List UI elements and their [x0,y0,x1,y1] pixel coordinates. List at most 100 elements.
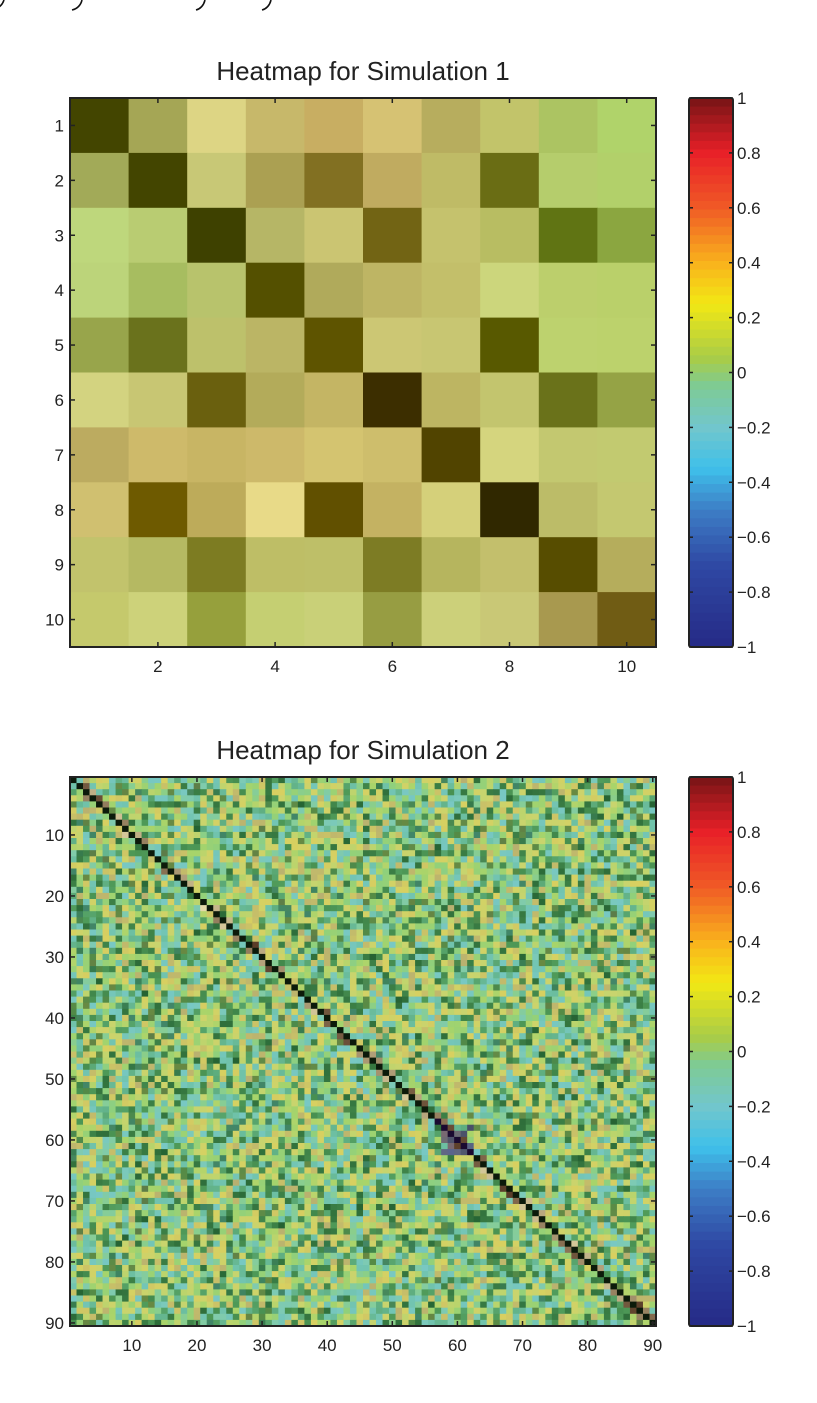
heatmap-cell [577,813,585,821]
heatmap-cell [493,783,501,790]
heatmap-cell [558,899,566,906]
heatmap-cell [245,1014,253,1022]
heatmap-cell [525,929,533,936]
heatmap-cell [265,935,273,943]
heatmap-cell [545,947,553,955]
heatmap-cell [200,984,208,991]
heatmap-cell [135,1051,143,1058]
heatmap-cell [304,880,312,888]
heatmap-cell [610,1082,618,1089]
heatmap-cell [363,789,370,796]
heatmap-cell [603,783,611,790]
heatmap-cell [83,960,90,967]
heatmap-cell [467,960,475,967]
heatmap-cell [467,1057,475,1065]
heatmap-cell [460,960,468,967]
heatmap-cell [408,777,416,784]
heatmap-cell [174,1033,182,1040]
heatmap-cell [330,1033,338,1040]
heatmap-cell [135,1094,143,1101]
heatmap-cell [486,972,494,979]
heatmap-cell [577,1051,585,1058]
heatmap-cell [636,1082,644,1089]
heatmap-cell [623,1014,631,1022]
heatmap-cell [402,777,409,784]
heatmap-cell [460,996,468,1004]
heatmap-cell [258,923,266,930]
heatmap-cell [317,1088,325,1095]
heatmap-cell [102,929,110,936]
heatmap-cell [128,372,188,428]
heatmap-cell [297,1002,305,1010]
heatmap-cell [434,953,442,961]
heatmap-cell [454,1094,462,1101]
heatmap-cell [330,929,338,936]
heatmap-cell [128,317,188,373]
heatmap-cell [376,984,383,991]
heatmap-cell [389,996,396,1004]
heatmap-cell [590,825,598,833]
heatmap-cell [408,1069,416,1077]
heatmap-cell [493,1027,501,1034]
heatmap-cell [434,1075,442,1083]
heatmap-cell [213,1021,221,1028]
heatmap-cell [271,1075,279,1083]
heatmap-cell [434,850,442,857]
heatmap-cell [122,1094,129,1101]
heatmap-cell [421,1094,429,1101]
heatmap-cell [284,886,292,894]
heatmap-cell [258,1057,266,1065]
heatmap-cell [141,899,149,906]
heatmap-cell [434,984,442,991]
y-tick-label: 6 [55,391,64,410]
heatmap-cell [304,966,312,973]
heatmap-cell [336,1094,344,1101]
heatmap-cell [76,1088,84,1095]
heatmap-cell [584,862,592,869]
colorbar-band [689,612,733,622]
heatmap-cell [623,862,631,869]
heatmap-cell [187,482,247,538]
heatmap-cell [304,262,364,319]
heatmap-cell [415,801,422,808]
heatmap-cell [584,1002,592,1010]
heatmap-cell [382,892,390,900]
heatmap-cell [219,960,227,967]
heatmap-cell [506,777,514,784]
heatmap-cell [506,1057,514,1065]
heatmap-cell [564,1033,572,1040]
heatmap-cell [584,929,592,936]
heatmap-cell [115,899,123,906]
heatmap-cell [174,1063,182,1071]
heatmap-cell [395,935,403,943]
heatmap-cell [265,807,273,814]
heatmap-cell [304,1045,312,1052]
heatmap-cell [629,984,637,991]
heatmap-cell [219,1002,227,1010]
heatmap-cell [226,862,234,869]
heatmap-cell [265,850,273,857]
heatmap-cell [252,1069,260,1077]
heatmap-cell [349,1088,357,1095]
heatmap-cell [291,1051,299,1058]
heatmap-cell [200,960,208,967]
heatmap-cell [330,807,338,814]
heatmap-cell [213,1075,221,1083]
heatmap-cell [148,929,156,936]
heatmap-cell [473,990,481,997]
heatmap-cell [642,1033,650,1040]
heatmap-cell [310,1069,318,1077]
heatmap-cell [447,960,455,967]
heatmap-cell [532,862,540,869]
heatmap-cell [473,831,481,839]
heatmap-cell [421,929,429,936]
heatmap-cell [187,831,195,839]
heatmap-cell [597,905,605,912]
heatmap-cell [402,880,409,888]
heatmap-cell [577,1033,585,1040]
heatmap-cell [402,825,409,833]
heatmap-cell [109,905,116,912]
heatmap-cell [291,960,299,967]
heatmap-cell [265,1027,273,1034]
heatmap-cell [649,1033,657,1040]
